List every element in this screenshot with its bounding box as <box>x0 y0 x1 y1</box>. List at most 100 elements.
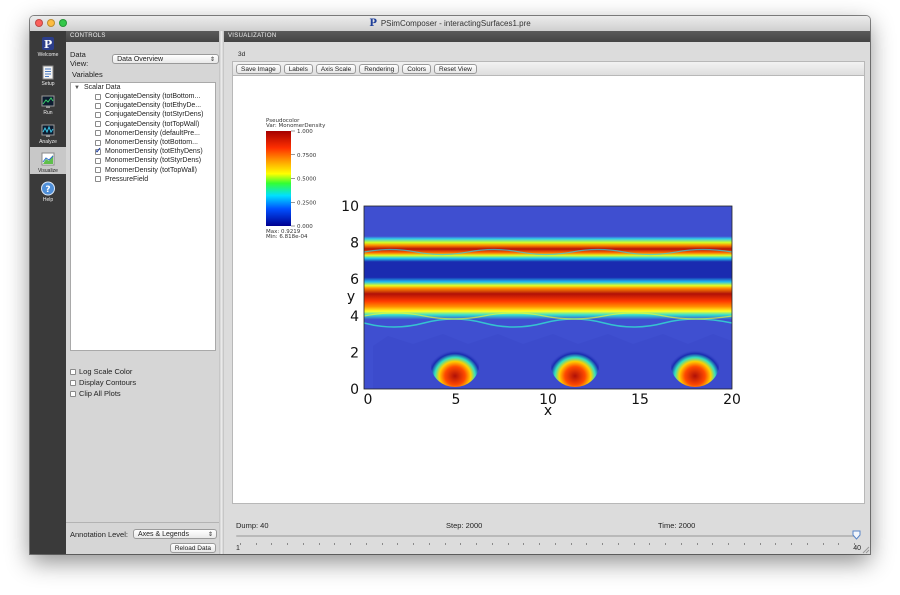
sidebar-item-analyze[interactable]: Analyze <box>30 118 66 145</box>
sidebar-item-visualize[interactable]: Visualize <box>30 147 66 174</box>
sidebar-item-label: Help <box>42 197 54 203</box>
app-window: P PSimComposer - interactingSurfaces1.pr… <box>30 16 870 554</box>
step-readout: Step: 2000 <box>446 521 483 530</box>
labels-button[interactable]: Labels <box>283 63 313 74</box>
slider-tick <box>586 543 588 545</box>
sidebar-item-label: Analyze <box>39 139 57 145</box>
annotation-level-value: Axes & Legends <box>137 531 189 538</box>
axis-scale-button[interactable]: Axis Scale <box>315 63 357 74</box>
slider-tick <box>822 543 824 545</box>
variable-checkbox[interactable] <box>95 147 102 155</box>
slider-tick <box>712 543 714 545</box>
tree-group-scalar-data[interactable]: ▼ Scalar Data <box>71 83 215 92</box>
dump-slider[interactable] <box>236 535 858 537</box>
sidebar-item-label: Setup <box>41 81 55 87</box>
y-tick: 10 <box>341 199 359 215</box>
controls-header: CONTROLS <box>66 31 219 42</box>
option-clip-all-plots[interactable]: Clip All Plots <box>70 388 136 399</box>
data-view-select[interactable]: Data Overview ⇕ <box>112 54 219 64</box>
disclosure-triangle-icon[interactable]: ▼ <box>74 84 80 91</box>
zoom-button[interactable] <box>59 19 67 27</box>
select-arrows-icon: ⇕ <box>207 532 213 538</box>
close-button[interactable] <box>35 19 43 27</box>
x-tick: 15 <box>631 392 649 408</box>
slider-tick <box>665 543 667 545</box>
checkbox[interactable] <box>70 390 76 397</box>
reset-view-button[interactable]: Reset View <box>434 63 477 74</box>
x-tick: 5 <box>452 392 461 408</box>
minimize-button[interactable] <box>47 19 55 27</box>
variable-label: MonomerDensity (totStyrDens) <box>105 157 202 165</box>
variables-label: Variables <box>72 70 103 79</box>
save-image-button[interactable]: Save Image <box>236 63 281 74</box>
variable-checkbox[interactable] <box>95 111 101 118</box>
p-logo-icon: P <box>41 36 55 51</box>
variable-checkbox[interactable] <box>95 167 101 174</box>
variable-item[interactable]: ConjugateDensity (totTopWall) <box>71 120 215 129</box>
variable-item[interactable]: MonomerDensity (totEthyDens) <box>71 147 215 156</box>
slider-tick <box>491 543 493 545</box>
legend-var: Var: MonomerDensity <box>266 123 326 129</box>
legend-tick: 0.5000 <box>297 177 317 183</box>
annotation-level-select[interactable]: Axes & Legends ⇕ <box>132 529 217 539</box>
legend-max: Max: 0.9219 <box>266 229 301 235</box>
color-bar <box>266 131 291 226</box>
checkbox[interactable] <box>70 368 76 375</box>
data-view-value: Data Overview <box>117 56 164 63</box>
option-label: Clip All Plots <box>79 389 121 398</box>
slider-tick <box>397 543 399 545</box>
option-label: Log Scale Color <box>79 367 133 376</box>
time-readout: Time: 2000 <box>658 521 696 530</box>
variable-item[interactable]: ConjugateDensity (totBottom... <box>71 92 215 101</box>
variable-checkbox[interactable] <box>95 139 101 146</box>
plot-canvas[interactable]: Pseudocolor Var: MonomerDensity 1.000 0.… <box>232 75 865 504</box>
analyze-monitor-icon <box>41 123 55 138</box>
slider-tick <box>287 543 289 545</box>
variable-item[interactable]: ConjugateDensity (totStyrDens) <box>71 110 215 119</box>
pseudocolor-plot: Pseudocolor Var: MonomerDensity 1.000 0.… <box>266 118 741 419</box>
title-bar: P PSimComposer - interactingSurfaces1.pr… <box>30 16 870 32</box>
x-tick: 20 <box>723 392 741 408</box>
slider-tick <box>728 543 730 545</box>
variable-item[interactable]: MonomerDensity (totStyrDens) <box>71 156 215 165</box>
variable-checkbox[interactable] <box>95 176 101 183</box>
variable-checkbox[interactable] <box>95 157 101 164</box>
variable-item[interactable]: MonomerDensity (totBottom... <box>71 138 215 147</box>
slider-tick <box>350 543 352 545</box>
variable-label: ConjugateDensity (totStyrDens) <box>105 111 204 119</box>
variable-checkbox[interactable] <box>95 102 101 109</box>
variable-checkbox[interactable] <box>95 93 101 100</box>
variable-item[interactable]: MonomerDensity (totTopWall) <box>71 166 215 175</box>
x-axis-label: x <box>544 403 552 419</box>
slider-tick <box>633 543 635 545</box>
slider-tick <box>255 543 257 545</box>
color-legend: Pseudocolor Var: MonomerDensity 1.000 0.… <box>266 118 326 240</box>
variable-label: ConjugateDensity (totBottom... <box>105 93 201 101</box>
slider-tick <box>570 543 572 545</box>
option-display-contours[interactable]: Display Contours <box>70 377 136 388</box>
variable-checkbox[interactable] <box>95 121 101 128</box>
run-monitor-icon <box>41 94 55 109</box>
slider-tick <box>617 543 619 545</box>
variable-item[interactable]: ConjugateDensity (totEthyDe... <box>71 101 215 110</box>
variable-item[interactable]: PressureField <box>71 175 215 184</box>
sidebar-item-run[interactable]: Run <box>30 89 66 116</box>
rendering-button[interactable]: Rendering <box>359 63 400 74</box>
slider-tick <box>649 543 651 545</box>
variable-label: ConjugateDensity (totTopWall) <box>105 120 200 128</box>
slider-thumb[interactable] <box>852 530 861 540</box>
sidebar-item-setup[interactable]: Setup <box>30 60 66 87</box>
checkbox[interactable] <box>70 379 76 386</box>
sidebar-item-help[interactable]: ? Help <box>30 176 66 203</box>
variables-tree: ▼ Scalar Data ConjugateDensity (totBotto… <box>70 82 216 351</box>
resize-grip-icon[interactable] <box>860 544 870 554</box>
reload-data-button[interactable]: Reload Data <box>169 543 216 553</box>
panel-splitter[interactable] <box>219 31 224 554</box>
slider-tick <box>428 543 430 545</box>
option-log-scale-color[interactable]: Log Scale Color <box>70 366 136 377</box>
colors-button[interactable]: Colors <box>402 63 431 74</box>
y-tick: 6 <box>350 272 359 288</box>
variable-item[interactable]: MonomerDensity (defaultPre... <box>71 129 215 138</box>
variable-checkbox[interactable] <box>95 130 101 137</box>
sidebar-item-welcome[interactable]: P Welcome <box>30 31 66 58</box>
